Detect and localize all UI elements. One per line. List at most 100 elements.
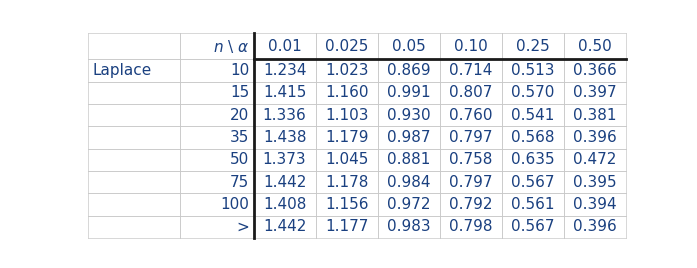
Text: 0.472: 0.472 xyxy=(573,152,616,167)
Bar xyxy=(316,104,378,126)
Text: 75: 75 xyxy=(230,175,250,190)
Bar xyxy=(254,59,316,82)
Bar xyxy=(378,149,440,171)
Bar xyxy=(502,171,564,193)
Bar xyxy=(440,171,502,193)
Bar xyxy=(378,59,440,82)
Bar xyxy=(564,33,626,59)
Bar xyxy=(180,171,254,193)
Text: 0.513: 0.513 xyxy=(511,63,554,78)
Bar xyxy=(89,33,180,59)
Text: 0.570: 0.570 xyxy=(511,85,554,100)
Bar xyxy=(378,126,440,149)
Text: 0.395: 0.395 xyxy=(573,175,616,190)
Text: 1.023: 1.023 xyxy=(325,63,368,78)
Text: 0.568: 0.568 xyxy=(511,130,554,145)
Bar xyxy=(564,59,626,82)
Bar xyxy=(564,215,626,238)
Text: 0.797: 0.797 xyxy=(449,175,492,190)
Bar xyxy=(564,193,626,215)
Bar xyxy=(180,193,254,215)
Bar xyxy=(254,149,316,171)
Bar xyxy=(180,149,254,171)
Bar xyxy=(502,82,564,104)
Bar xyxy=(378,215,440,238)
Bar xyxy=(564,104,626,126)
Text: 0.792: 0.792 xyxy=(449,197,492,212)
Text: 50: 50 xyxy=(230,152,250,167)
Bar xyxy=(502,193,564,215)
Bar xyxy=(564,126,626,149)
Bar xyxy=(564,149,626,171)
Bar xyxy=(316,82,378,104)
Text: 0.930: 0.930 xyxy=(387,108,431,123)
Bar xyxy=(254,33,316,59)
Text: 0.25: 0.25 xyxy=(516,39,549,54)
Bar xyxy=(440,193,502,215)
Bar xyxy=(378,193,440,215)
Bar xyxy=(180,59,254,82)
Bar xyxy=(89,82,180,104)
Text: 0.714: 0.714 xyxy=(449,63,492,78)
Text: 0.758: 0.758 xyxy=(449,152,492,167)
Text: 1.442: 1.442 xyxy=(263,175,306,190)
Text: >: > xyxy=(236,219,250,234)
Text: 100: 100 xyxy=(220,197,250,212)
Text: 1.045: 1.045 xyxy=(325,152,368,167)
Text: 10: 10 xyxy=(230,63,250,78)
Bar xyxy=(89,126,180,149)
Bar xyxy=(254,171,316,193)
Text: 0.567: 0.567 xyxy=(511,175,554,190)
Text: 20: 20 xyxy=(230,108,250,123)
Text: 1.179: 1.179 xyxy=(325,130,368,145)
Bar xyxy=(316,149,378,171)
Text: 0.01: 0.01 xyxy=(268,39,302,54)
Bar xyxy=(89,59,180,82)
Bar xyxy=(378,171,440,193)
Bar xyxy=(316,59,378,82)
Bar xyxy=(316,215,378,238)
Bar xyxy=(254,215,316,238)
Text: 0.807: 0.807 xyxy=(449,85,492,100)
Bar xyxy=(378,33,440,59)
Text: 0.881: 0.881 xyxy=(387,152,430,167)
Text: 0.366: 0.366 xyxy=(573,63,617,78)
Text: 0.397: 0.397 xyxy=(573,85,616,100)
Bar xyxy=(89,171,180,193)
Bar xyxy=(440,82,502,104)
Bar xyxy=(89,215,180,238)
Bar xyxy=(378,104,440,126)
Bar xyxy=(316,33,378,59)
Bar xyxy=(502,149,564,171)
Bar xyxy=(440,149,502,171)
Text: 0.10: 0.10 xyxy=(454,39,487,54)
Bar xyxy=(502,59,564,82)
Text: Laplace: Laplace xyxy=(93,63,152,78)
Text: 1.373: 1.373 xyxy=(263,152,307,167)
Text: 0.561: 0.561 xyxy=(511,197,554,212)
Text: 0.396: 0.396 xyxy=(573,219,617,234)
Bar xyxy=(440,126,502,149)
Bar xyxy=(440,104,502,126)
Bar xyxy=(180,215,254,238)
Text: 0.760: 0.760 xyxy=(449,108,492,123)
Text: 0.797: 0.797 xyxy=(449,130,492,145)
Text: 1.336: 1.336 xyxy=(263,108,307,123)
Text: 15: 15 xyxy=(230,85,250,100)
Text: 0.396: 0.396 xyxy=(573,130,617,145)
Bar xyxy=(502,126,564,149)
Bar xyxy=(316,193,378,215)
Bar xyxy=(89,149,180,171)
Text: 35: 35 xyxy=(230,130,250,145)
Bar xyxy=(180,33,254,59)
Bar xyxy=(378,82,440,104)
Text: 1.177: 1.177 xyxy=(325,219,368,234)
Text: 0.983: 0.983 xyxy=(387,219,431,234)
Text: $n\ \backslash\ \alpha$: $n\ \backslash\ \alpha$ xyxy=(213,38,250,54)
Bar xyxy=(89,104,180,126)
Text: 0.50: 0.50 xyxy=(578,39,611,54)
Bar xyxy=(316,126,378,149)
Text: 0.991: 0.991 xyxy=(387,85,431,100)
Bar xyxy=(502,33,564,59)
Bar xyxy=(180,82,254,104)
